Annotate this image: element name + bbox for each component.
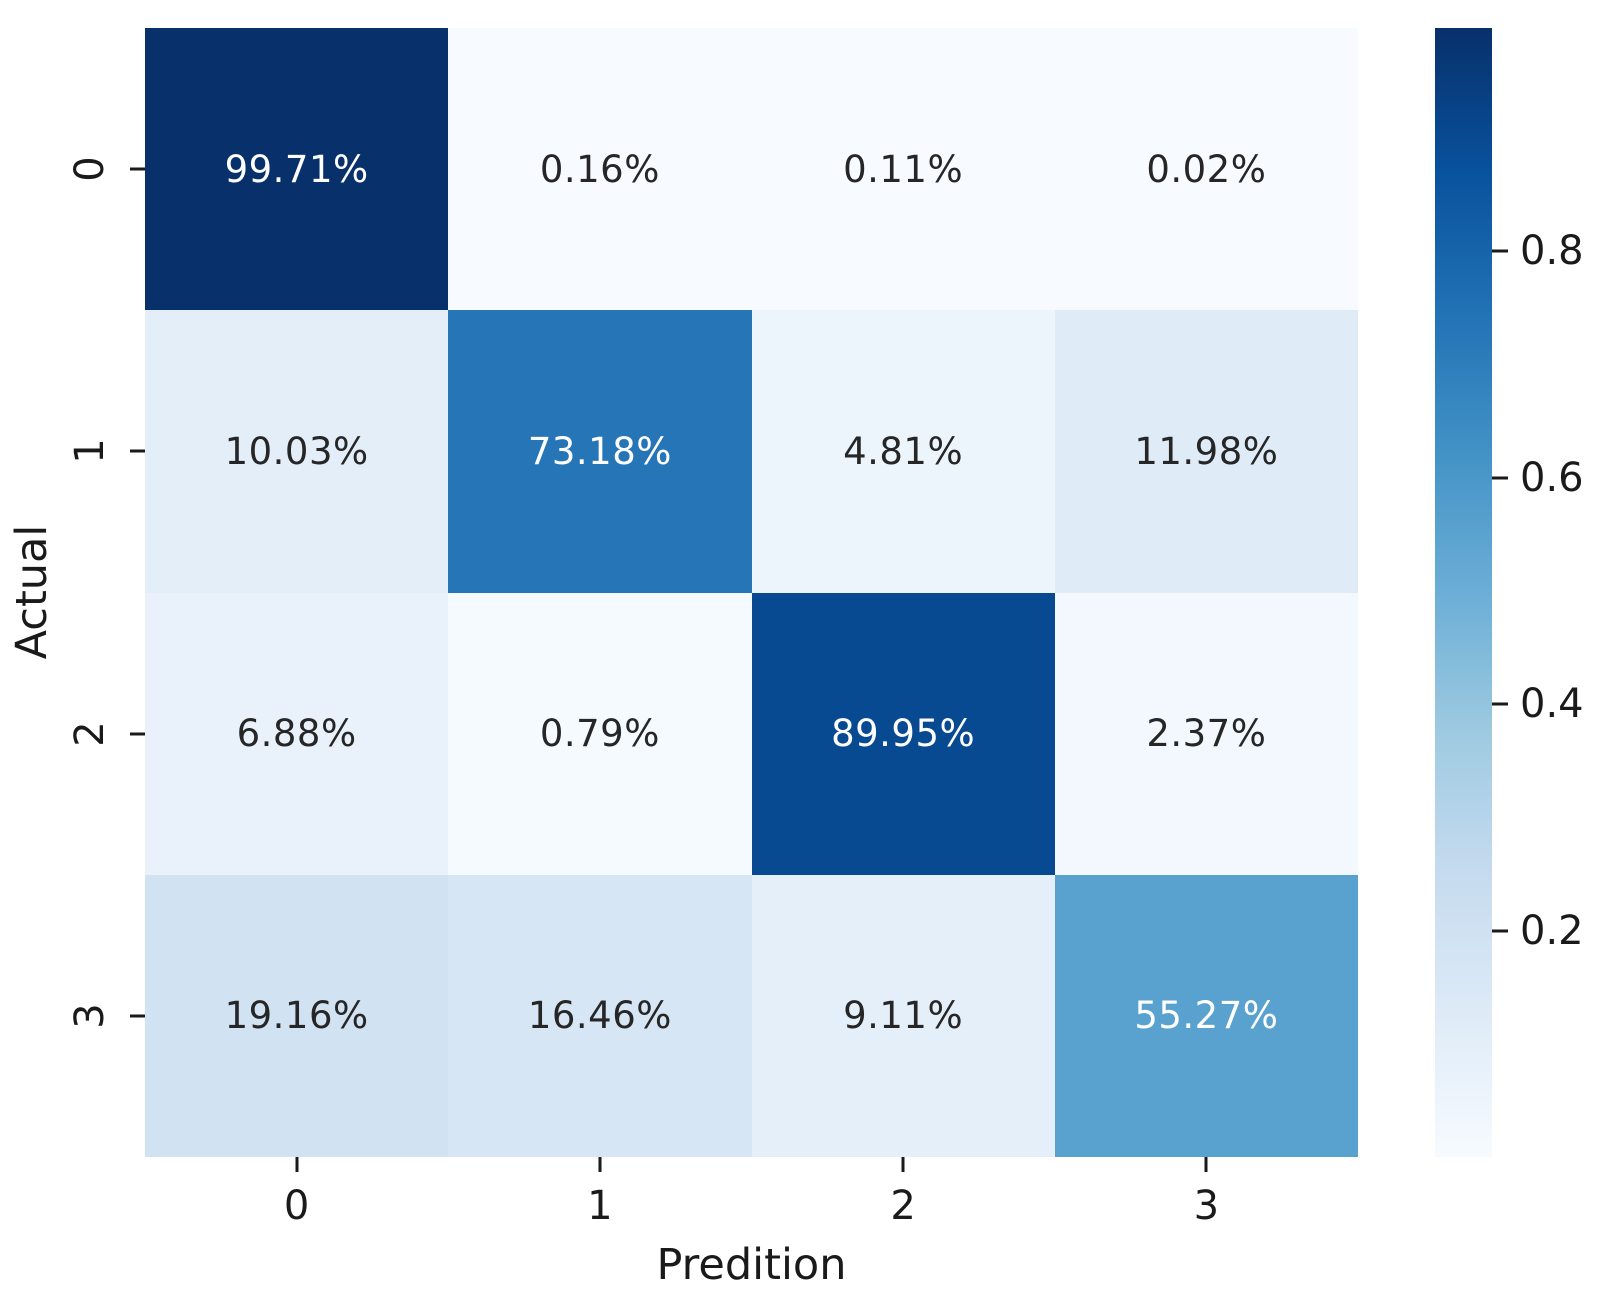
- y-axis-title: Actual: [7, 524, 57, 660]
- cell-annotation: 16.46%: [527, 994, 672, 1038]
- colorbar-ticks: 0.8 0.6 0.4 0.2: [1492, 28, 1605, 1157]
- y-axis-tick-label: 2: [67, 720, 113, 747]
- cell-annotation: 0.02%: [1146, 147, 1267, 191]
- heatmap-cell: 11.98%: [1054, 310, 1358, 593]
- y-axis-tick-label: 1: [67, 438, 113, 465]
- x-axis-tick-label: 1: [587, 1183, 613, 1229]
- heatmap-cell: 99.71%: [145, 28, 449, 311]
- heatmap-cell: 9.11%: [751, 874, 1055, 1157]
- cell-annotation: 55.27%: [1134, 994, 1279, 1038]
- x-axis-tick-label: 0: [283, 1183, 310, 1229]
- x-tick-mark: [295, 1157, 299, 1172]
- cell-annotation: 99.71%: [224, 147, 369, 191]
- heatmap-cell: 0.79%: [448, 592, 752, 875]
- heatmap-cell: 2.37%: [1054, 592, 1358, 875]
- cell-annotation: 19.16%: [224, 994, 369, 1038]
- x-axis-tick-label: 3: [1193, 1183, 1220, 1229]
- y-axis-tick-label: 0: [67, 156, 113, 182]
- y-tick-mark: [130, 732, 145, 736]
- colorbar-tick-label: 0.2: [1520, 907, 1584, 954]
- colorbar-tick-mark: [1492, 476, 1508, 480]
- heatmap-cell: 55.27%: [1054, 874, 1358, 1157]
- cell-annotation: 9.11%: [843, 994, 964, 1038]
- heatmap-cell: 0.02%: [1054, 28, 1358, 311]
- cell-annotation: 89.95%: [831, 712, 976, 756]
- colorbar-tick-mark: [1492, 249, 1508, 253]
- x-tick-mark: [1204, 1157, 1208, 1172]
- heatmap-cell: 89.95%: [751, 592, 1055, 875]
- colorbar-tick-label: 0.8: [1520, 228, 1584, 275]
- y-axis: 0 1 2 3: [0, 28, 145, 1157]
- cell-annotation: 10.03%: [224, 429, 369, 473]
- colorbar-tick-mark: [1492, 929, 1508, 933]
- heatmap-cell: 6.88%: [145, 592, 449, 875]
- cell-annotation: 0.79%: [539, 712, 660, 756]
- x-tick-mark: [901, 1157, 905, 1172]
- heatmap-cell: 0.11%: [751, 28, 1055, 311]
- heatmap-cell: 73.18%: [448, 310, 752, 593]
- cell-annotation: 2.37%: [1146, 712, 1267, 756]
- heatmap-cell: 19.16%: [145, 874, 449, 1157]
- heatmap-cell: 4.81%: [751, 310, 1055, 593]
- colorbar: 0.8 0.6 0.4 0.2: [1435, 28, 1584, 1157]
- heatmap-grid: 99.71% 0.16% 0.11% 0.02% 10.03% 73.18% 4.81% 11…: [145, 28, 1358, 1157]
- y-axis-tick-label: 3: [67, 1003, 113, 1029]
- x-axis: 0 1 2 3: [145, 1157, 1358, 1247]
- y-tick-mark: [130, 1014, 145, 1018]
- cell-annotation: 11.98%: [1134, 429, 1279, 473]
- cell-annotation: 0.16%: [539, 147, 660, 191]
- x-tick-mark: [598, 1157, 602, 1172]
- colorbar-tick-mark: [1492, 702, 1508, 706]
- x-axis-tick-label: 2: [890, 1183, 916, 1229]
- heatmap-cell: 10.03%: [145, 310, 449, 593]
- heatmap-cell: 16.46%: [448, 874, 752, 1157]
- colorbar-tick-label: 0.6: [1520, 454, 1584, 501]
- cell-annotation: 6.88%: [236, 712, 357, 756]
- x-axis-title: Predition: [656, 1240, 847, 1290]
- colorbar-gradient: [1435, 28, 1492, 1157]
- y-tick-mark: [130, 449, 145, 453]
- cell-annotation: 73.18%: [527, 429, 672, 473]
- heatmap-cell: 0.16%: [448, 28, 752, 311]
- cell-annotation: 4.81%: [843, 429, 964, 473]
- colorbar-tick-label: 0.4: [1520, 681, 1584, 728]
- cell-annotation: 0.11%: [843, 147, 964, 191]
- y-tick-mark: [130, 167, 145, 171]
